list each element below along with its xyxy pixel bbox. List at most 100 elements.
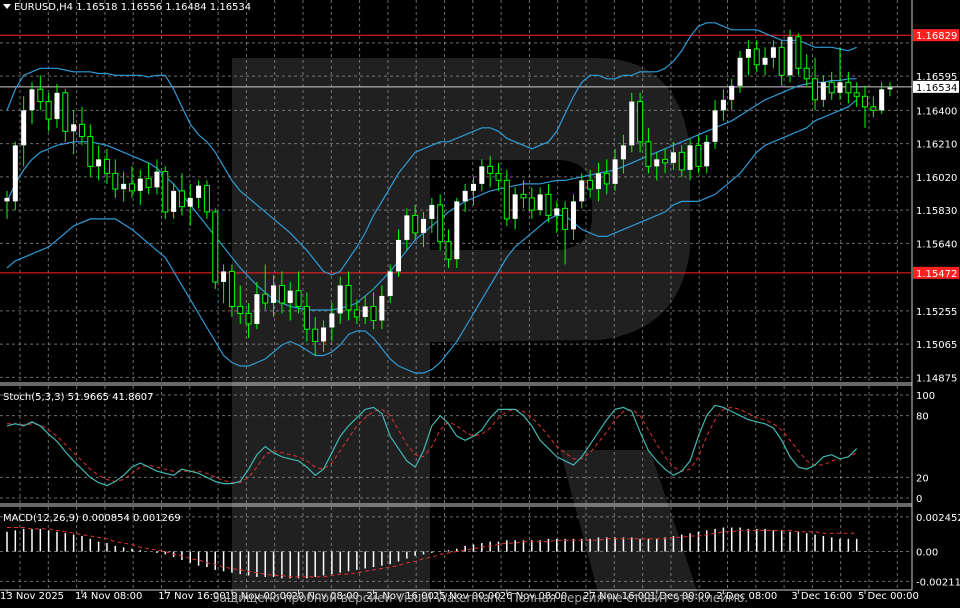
candle-body-bear (178, 190, 185, 208)
candle-body-bear (128, 183, 135, 192)
stoch-tick-label: 20 (916, 473, 929, 484)
candle-body-bull (21, 110, 27, 146)
candle-body-bear (870, 106, 877, 111)
candle-body-bull (729, 85, 735, 100)
price-tick-label: 1.15640 (916, 239, 957, 250)
candle-body-bear (262, 293, 269, 304)
price-tick-label: 1.16210 (916, 140, 957, 151)
candle-body-bear (87, 136, 94, 167)
candle-body-bear (845, 81, 852, 94)
candle-body-bull (745, 49, 751, 58)
candle-body-bull (429, 204, 435, 219)
level-label-bg (913, 29, 959, 42)
time-tick-label: 13 Nov 2025 (0, 591, 64, 602)
candle-body-bull (720, 99, 726, 111)
candle-body-bear (295, 290, 302, 307)
grid (0, 0, 912, 590)
level-label: 1.16829 (916, 31, 957, 42)
macd-panel (6, 527, 858, 579)
candle-body-bull (421, 218, 427, 233)
price-tick-label: 1.15065 (916, 340, 957, 351)
candle-body-bull (454, 201, 460, 260)
candle-body-bull (4, 197, 10, 202)
candle-body-bear (812, 78, 819, 101)
candle-body-bull (329, 313, 335, 328)
candle-body-bull (171, 190, 177, 212)
candle-body-bear (495, 172, 502, 181)
band-lower (6, 99, 858, 374)
candle-body-bear (587, 179, 594, 190)
candle-body-bull (620, 145, 626, 160)
time-tick-label: 20 Nov 08:00 (292, 591, 359, 602)
candle-body-bear (312, 328, 319, 342)
macd-tick-label: 0.002452 (916, 513, 960, 524)
candle-body-bull (704, 141, 710, 167)
candle-body-bear (862, 95, 869, 108)
candle-body-bear (370, 305, 377, 321)
time-tick-label: 1 Dec 00:00 (650, 591, 711, 602)
candle-body-bull (879, 89, 885, 111)
candle-body-bull (554, 208, 560, 216)
time-tick-label: 19 Nov 00:00 (225, 591, 292, 602)
time-tick-label: 2 Dec 08:00 (716, 591, 777, 602)
stoch-tick-label: 100 (916, 391, 935, 402)
candle-body-bull (121, 183, 127, 190)
price-axis: 1.16595 1.16400 1.16210 1.16020 1.15830 1.156… (916, 72, 957, 384)
time-tick-label: 26 Nov 08:00 (500, 591, 567, 602)
candle-body-bull (762, 57, 768, 65)
candle-body-bull (387, 271, 393, 296)
candle-body-bear (412, 214, 419, 234)
price-tick-label: 1.15255 (916, 307, 957, 318)
candle-body-bull (579, 180, 585, 202)
stoch-header: Stoch(5,3,3) 51.9665 41.8607 (3, 392, 154, 403)
candle-body-bull (221, 271, 227, 282)
price-tick-label: 1.16595 (916, 72, 957, 83)
price-tick-label: 1.16020 (916, 173, 957, 184)
stoch-axis: 100 80 20 0 (916, 391, 935, 505)
macd-signal-line (7, 527, 857, 578)
watermark-text: Защищено пробной версией Visual Watermar… (212, 591, 748, 605)
candle-body-bull (770, 47, 776, 58)
candle-body-bear (828, 81, 835, 94)
candle-body-bull (712, 110, 718, 142)
candle-body-bear (228, 270, 235, 307)
stochastic-panel (6, 404, 858, 487)
time-tick-label: 25 Nov 00:00 (433, 591, 500, 602)
candle-body-bull (271, 285, 277, 303)
candle-body-bull (737, 57, 743, 86)
candle-body-bear (803, 67, 810, 80)
candle-body-bear (528, 197, 535, 211)
candle-body-bull (137, 178, 143, 191)
candle-body-bear (678, 151, 685, 171)
candle-body-bull (570, 201, 576, 230)
candle-body-bull (462, 190, 468, 202)
candle-body-bull (470, 183, 476, 191)
time-axis: 13 Nov 2025 14 Nov 08:00 17 Nov 16:00 19 No… (0, 590, 919, 602)
price-tick-label: 1.14875 (916, 373, 957, 384)
time-tick-label: 14 Nov 08:00 (75, 591, 142, 602)
candle-body-bear (637, 101, 644, 143)
candle-body-bear (753, 48, 760, 66)
candle-body-bull (396, 239, 402, 272)
candle-body-bear (303, 305, 310, 330)
stoch-main-line (6, 404, 858, 487)
candle-body-bull (196, 185, 202, 198)
candle-body-bull (404, 215, 410, 240)
horizontal-levels[interactable]: 1.16829 1.15472 1.16534 (0, 29, 959, 280)
candle-body-bull (612, 159, 618, 184)
candle-body-bear (78, 123, 85, 138)
stoch-tick-label: 0 (916, 494, 922, 505)
time-tick-label: 17 Nov 16:00 (158, 591, 225, 602)
candle-body-bear (662, 158, 669, 164)
candle-body-bear (545, 193, 552, 216)
candle-body-bear (603, 172, 610, 185)
candle-body-bull (29, 89, 35, 111)
dropdown-triangle-icon[interactable] (3, 4, 11, 9)
candle-body-bull (512, 194, 518, 219)
candle-body-bull (537, 194, 543, 211)
time-tick-label: 5 Dec 00:00 (858, 591, 919, 602)
candle-body-bull (820, 82, 826, 100)
candle-body-bear (278, 284, 285, 304)
